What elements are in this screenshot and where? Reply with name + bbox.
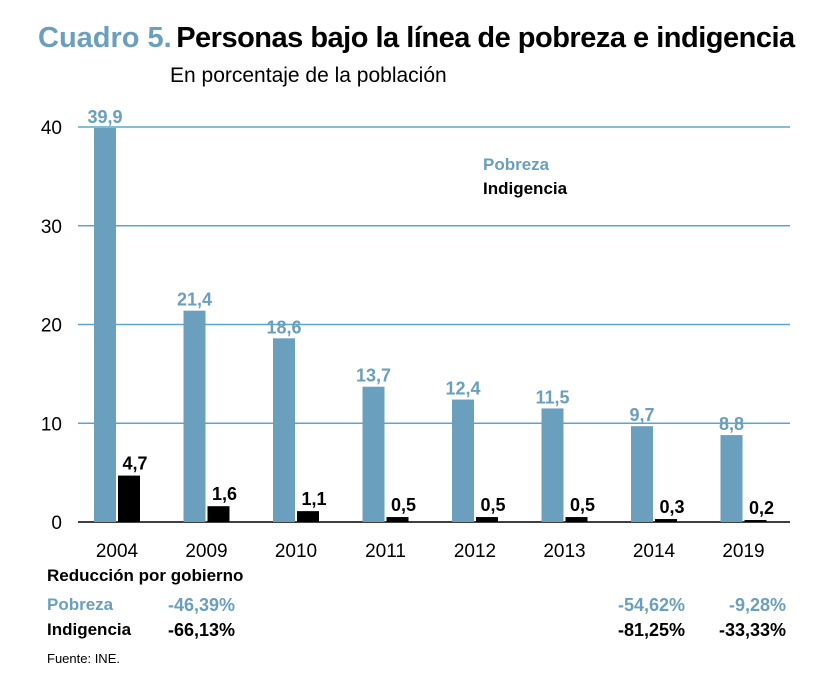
legend-pobreza: Pobreza [483,155,550,174]
label-indigencia-2019: 0,2 [749,498,774,518]
chart-subtitle: En porcentaje de la población [170,64,447,87]
bar-indigencia-2004 [118,475,140,522]
label-pobreza-2012: 12,4 [445,379,480,399]
label-indigencia-2009: 1,6 [212,484,237,504]
label-indigencia-2013: 0,5 [570,495,595,515]
bar-indigencia-2009 [207,506,230,522]
bar-indigencia-2011 [386,517,409,522]
label-pobreza-2009: 21,4 [177,290,212,310]
y-tick-label-0: 0 [51,513,62,534]
x-tick-label-2019: 2019 [722,541,764,560]
label-indigencia-2011: 0,5 [391,495,416,515]
bar-indigencia-2010 [297,511,319,522]
x-tick-label-2013: 2013 [543,541,585,560]
x-tick-label-2004: 2004 [96,541,139,560]
bar-indigencia-2019 [744,520,767,523]
bar-pobreza-2011 [362,386,385,522]
label-indigencia-2004: 4,7 [122,454,147,474]
x-tick-label-2014: 2014 [633,541,676,560]
x-tick-label-2012: 2012 [454,541,496,560]
bar-pobreza-2014 [631,426,653,522]
bar-chart: 0 10 20 30 40 39,9 4,7 2004 21,4 1,6 2009 18,6 1,1 20… [41,107,790,560]
label-pobreza-2004: 39,9 [87,107,122,127]
label-pobreza-2013: 11,5 [535,387,569,407]
bar-pobreza-2019 [720,435,743,522]
reduction-pobreza-2019: -9,28% [728,595,786,615]
label-pobreza-2014: 9,7 [629,405,654,425]
reduction-heading: Reducción por gobierno [47,566,244,585]
x-tick-label-2009: 2009 [185,541,227,560]
bar-pobreza-2010 [273,338,295,522]
reduction-pobreza-2014: -54,62% [617,595,685,615]
y-tick-label-40: 40 [41,118,62,139]
y-tick-label-20: 20 [41,316,62,337]
bar-indigencia-2014 [655,519,677,522]
label-indigencia-2014: 0,3 [659,497,684,517]
reduction-pobreza-2004: -46,39% [167,595,235,615]
x-tick-label-2011: 2011 [365,541,406,560]
source-note: Fuente: INE. [47,651,120,666]
y-tick-label-30: 30 [41,217,62,238]
bar-pobreza-2009 [183,310,206,522]
label-pobreza-2010: 18,6 [266,317,301,337]
x-tick-label-2010: 2010 [275,541,317,560]
bar-indigencia-2013 [565,517,588,522]
title-prefix: Cuadro 5. [38,22,172,54]
reduction-pobreza-label: Pobreza [47,595,114,614]
reduction-indigencia-2004: -66,13% [167,620,235,640]
legend-indigencia: Indigencia [483,179,568,198]
bar-pobreza-2012 [452,399,474,522]
bar-indigencia-2012 [476,517,498,522]
reduction-indigencia-2014: -81,25% [617,620,685,640]
bar-pobreza-2013 [541,408,564,522]
label-indigencia-2010: 1,1 [301,489,326,509]
bar-pobreza-2004 [94,127,116,523]
chart-title: Cuadro 5. Personas bajo la línea de pobr… [38,22,795,55]
label-indigencia-2012: 0,5 [480,495,505,515]
reduction-indigencia-2019: -33,33% [718,620,786,640]
label-pobreza-2011: 13,7 [356,366,391,386]
label-pobreza-2019: 8,8 [719,414,744,434]
y-tick-label-10: 10 [41,414,62,435]
reduction-indigencia-label: Indigencia [47,620,132,639]
title-main: Personas bajo la línea de pobreza e indi… [176,22,795,54]
